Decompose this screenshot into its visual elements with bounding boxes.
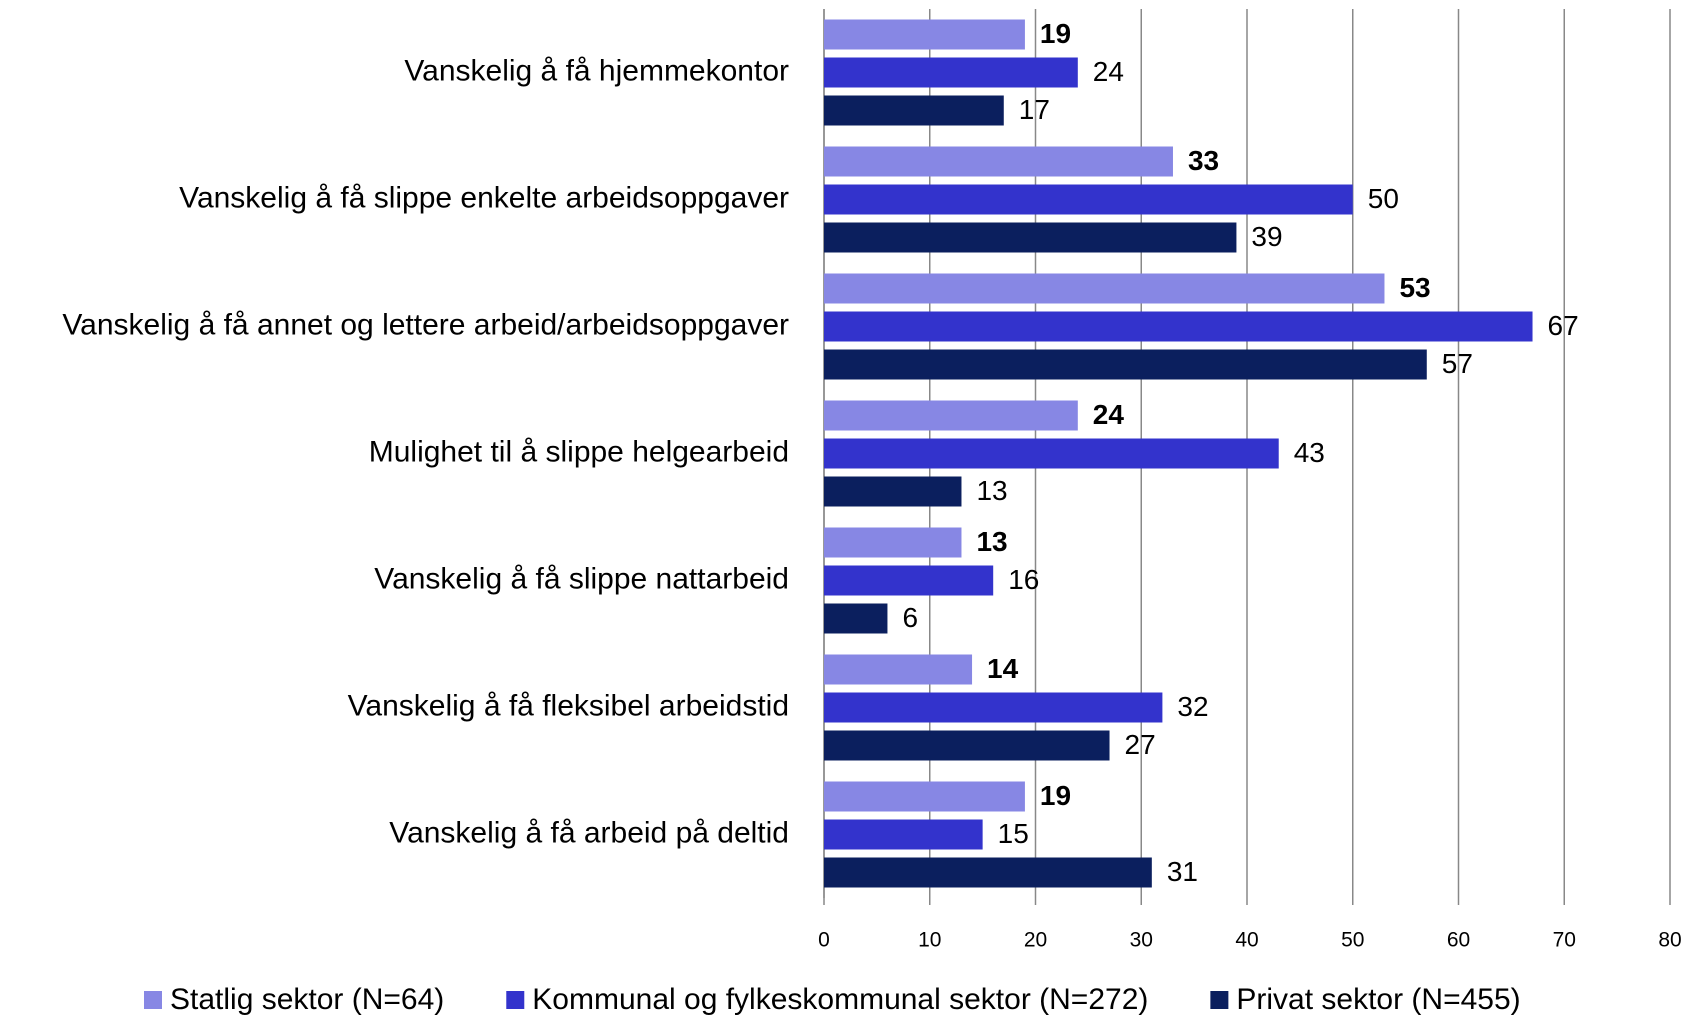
data-label: 50 bbox=[1368, 183, 1399, 214]
data-label: 24 bbox=[1093, 56, 1124, 87]
legend-label: Statlig sektor (N=64) bbox=[170, 983, 444, 1016]
legend-swatch bbox=[506, 991, 525, 1009]
bar bbox=[824, 19, 1025, 50]
data-label: 32 bbox=[1177, 691, 1208, 722]
data-label: 39 bbox=[1251, 221, 1282, 252]
data-label: 57 bbox=[1442, 348, 1473, 379]
bar bbox=[824, 527, 962, 558]
bar bbox=[824, 565, 994, 596]
category-label: Vanskelig å få hjemmekontor bbox=[404, 54, 789, 87]
bar bbox=[824, 57, 1078, 88]
bar bbox=[824, 95, 1004, 126]
data-label: 13 bbox=[976, 475, 1007, 506]
bar bbox=[824, 603, 888, 634]
data-label: 19 bbox=[1040, 18, 1071, 49]
data-label: 19 bbox=[1040, 780, 1071, 811]
x-tick-label: 80 bbox=[1658, 929, 1681, 952]
data-label: 67 bbox=[1548, 310, 1579, 341]
category-label: Vanskelig å få slippe nattarbeid bbox=[374, 562, 789, 595]
bar bbox=[824, 311, 1533, 342]
data-label: 16 bbox=[1008, 564, 1039, 595]
legend-label: Kommunal og fylkeskommunal sektor (N=272… bbox=[532, 983, 1148, 1016]
data-label: 17 bbox=[1019, 94, 1050, 125]
x-tick-label: 0 bbox=[818, 929, 830, 952]
bar bbox=[824, 438, 1279, 469]
x-tick-label: 20 bbox=[1024, 929, 1047, 952]
legend-swatch bbox=[144, 991, 162, 1009]
data-label: 15 bbox=[998, 818, 1029, 849]
category-label: Vanskelig å få fleksibel arbeidstid bbox=[348, 689, 789, 722]
category-label: Vanskelig å få slippe enkelte arbeidsopp… bbox=[179, 181, 789, 214]
legend-label: Privat sektor (N=455) bbox=[1236, 983, 1520, 1016]
data-label: 27 bbox=[1125, 729, 1156, 760]
bar bbox=[824, 730, 1110, 761]
bar bbox=[824, 692, 1163, 723]
bar bbox=[824, 184, 1353, 215]
x-tick-label: 10 bbox=[918, 929, 941, 952]
bar bbox=[824, 146, 1173, 177]
bar bbox=[824, 349, 1427, 380]
legend-swatch bbox=[1210, 991, 1229, 1009]
bar bbox=[824, 857, 1152, 888]
bar bbox=[824, 222, 1237, 253]
data-label: 6 bbox=[902, 602, 918, 633]
data-label: 33 bbox=[1188, 145, 1219, 176]
category-label: Mulighet til å slippe helgearbeid bbox=[369, 435, 789, 468]
data-label: 13 bbox=[976, 526, 1007, 557]
bar bbox=[824, 273, 1385, 304]
data-label: 14 bbox=[987, 653, 1019, 684]
data-label: 43 bbox=[1294, 437, 1325, 468]
data-label: 24 bbox=[1093, 399, 1125, 430]
x-tick-label: 30 bbox=[1130, 929, 1153, 952]
x-tick-label: 70 bbox=[1553, 929, 1576, 952]
data-label: 53 bbox=[1399, 272, 1430, 303]
x-tick-label: 50 bbox=[1341, 929, 1364, 952]
bar bbox=[824, 400, 1078, 431]
bar bbox=[824, 654, 973, 685]
x-tick-label: 60 bbox=[1447, 929, 1470, 952]
bar bbox=[824, 819, 983, 850]
bar bbox=[824, 476, 962, 507]
data-label: 31 bbox=[1167, 856, 1198, 887]
bar bbox=[824, 781, 1025, 812]
category-label: Vanskelig å få annet og lettere arbeid/a… bbox=[62, 308, 789, 341]
category-label: Vanskelig å få arbeid på deltid bbox=[389, 816, 789, 849]
x-tick-label: 40 bbox=[1235, 929, 1258, 952]
